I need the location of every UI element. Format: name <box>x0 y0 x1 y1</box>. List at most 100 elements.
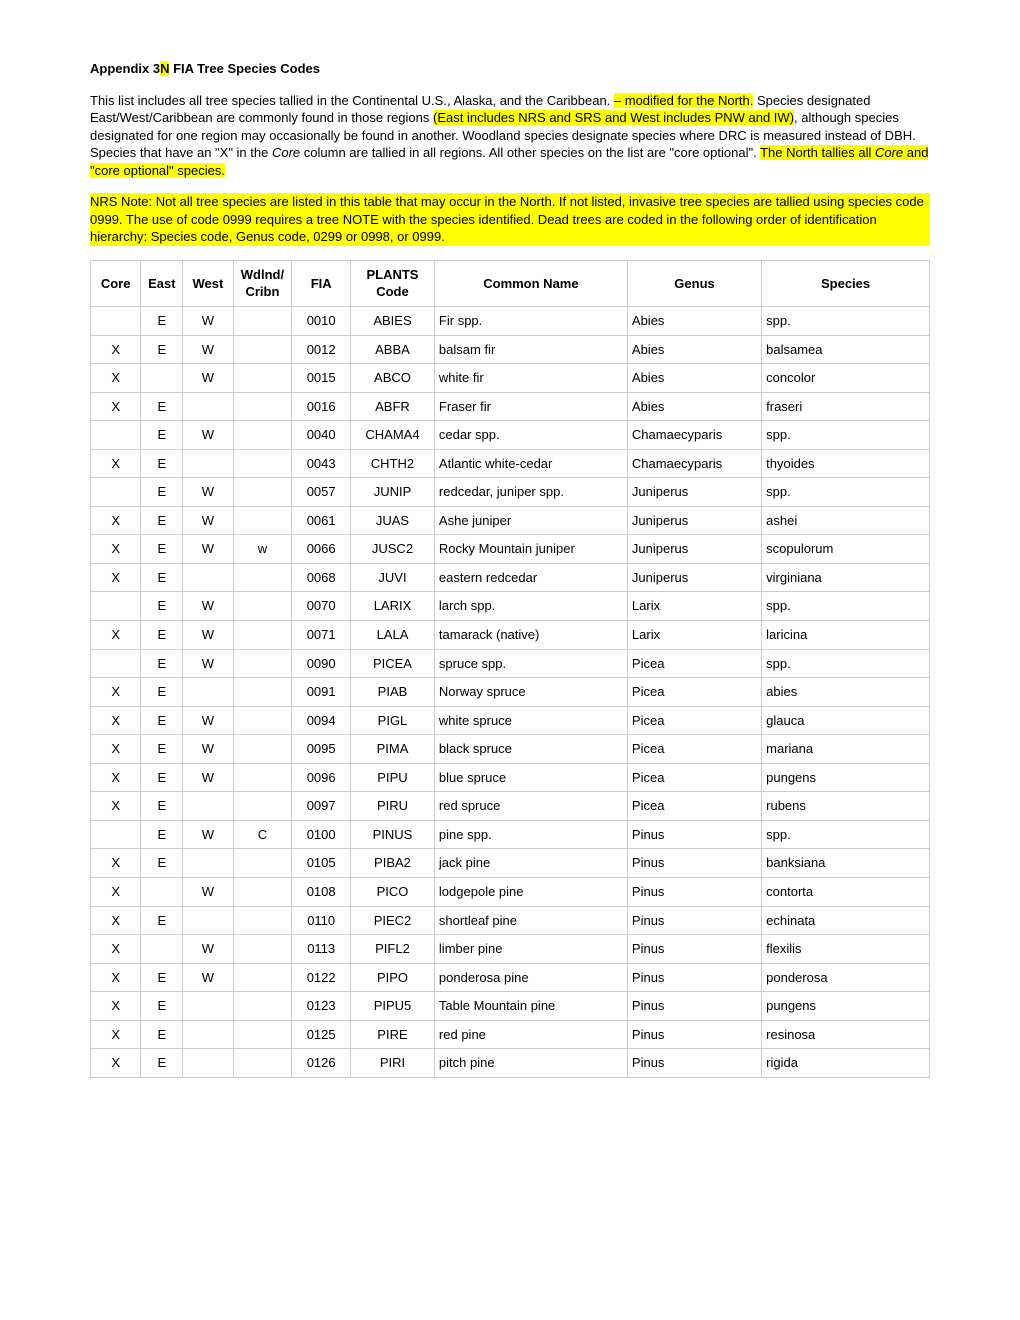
title-prefix: Appendix 3 <box>90 61 160 76</box>
table-row: XEW0095PIMAblack sprucePiceamariana <box>91 735 930 764</box>
table-cell: W <box>183 478 233 507</box>
table-cell: Abies <box>627 335 761 364</box>
table-cell: E <box>141 563 183 592</box>
table-cell <box>183 849 233 878</box>
table-cell: Pinus <box>627 820 761 849</box>
table-cell: X <box>91 535 141 564</box>
table-cell <box>183 992 233 1021</box>
table-cell: larch spp. <box>434 592 627 621</box>
table-cell: 0105 <box>292 849 351 878</box>
table-cell <box>233 877 292 906</box>
table-row: XEW0096PIPUblue sprucePiceapungens <box>91 763 930 792</box>
table-cell <box>233 592 292 621</box>
table-cell: Atlantic white-cedar <box>434 449 627 478</box>
col-header: Wdlnd/Cribn <box>233 260 292 306</box>
table-cell: PIPU5 <box>351 992 435 1021</box>
intro-hl-b: – modified for the North. <box>614 93 753 108</box>
table-cell: Pinus <box>627 1049 761 1078</box>
table-cell: Juniperus <box>627 506 761 535</box>
table-cell: E <box>141 392 183 421</box>
table-cell: PIEC2 <box>351 906 435 935</box>
table-cell: X <box>91 992 141 1021</box>
table-cell: 0095 <box>292 735 351 764</box>
table-cell <box>91 592 141 621</box>
table-cell: LARIX <box>351 592 435 621</box>
table-cell: W <box>183 935 233 964</box>
table-cell: E <box>141 706 183 735</box>
table-cell <box>233 421 292 450</box>
table-cell: 0108 <box>292 877 351 906</box>
table-cell: X <box>91 706 141 735</box>
col-header: Species <box>762 260 930 306</box>
table-cell: spp. <box>762 478 930 507</box>
table-cell: 0122 <box>292 963 351 992</box>
table-cell: W <box>183 621 233 650</box>
table-cell: Chamaecyparis <box>627 449 761 478</box>
table-row: XE0126PIRIpitch pinePinusrigida <box>91 1049 930 1078</box>
table-cell <box>141 877 183 906</box>
table-cell: Juniperus <box>627 478 761 507</box>
table-cell: ponderosa <box>762 963 930 992</box>
table-cell: PIPU <box>351 763 435 792</box>
table-cell: X <box>91 506 141 535</box>
col-header: Core <box>91 260 141 306</box>
table-cell: Picea <box>627 649 761 678</box>
table-cell <box>233 763 292 792</box>
table-cell: Fraser fir <box>434 392 627 421</box>
table-cell: abies <box>762 678 930 707</box>
table-cell <box>233 392 292 421</box>
table-cell <box>91 307 141 336</box>
table-cell: white spruce <box>434 706 627 735</box>
table-cell: Norway spruce <box>434 678 627 707</box>
table-row: XE0125PIREred pinePinusresinosa <box>91 1020 930 1049</box>
table-cell: 0043 <box>292 449 351 478</box>
table-cell: JUNIP <box>351 478 435 507</box>
table-cell: pungens <box>762 763 930 792</box>
table-row: XEWw0066JUSC2Rocky Mountain juniperJunip… <box>91 535 930 564</box>
table-cell <box>91 478 141 507</box>
table-cell: 0010 <box>292 307 351 336</box>
table-cell <box>233 963 292 992</box>
table-cell: Rocky Mountain juniper <box>434 535 627 564</box>
table-cell: shortleaf pine <box>434 906 627 935</box>
table-cell <box>183 792 233 821</box>
table-cell: fraseri <box>762 392 930 421</box>
table-cell: JUVI <box>351 563 435 592</box>
table-cell: E <box>141 449 183 478</box>
table-cell: red spruce <box>434 792 627 821</box>
table-cell: W <box>183 735 233 764</box>
table-cell <box>233 849 292 878</box>
table-cell <box>183 392 233 421</box>
table-cell: W <box>183 506 233 535</box>
table-cell <box>141 364 183 393</box>
table-cell: spp. <box>762 592 930 621</box>
table-cell: E <box>141 592 183 621</box>
table-cell: scopulorum <box>762 535 930 564</box>
table-cell: jack pine <box>434 849 627 878</box>
table-cell: PICO <box>351 877 435 906</box>
table-cell: tamarack (native) <box>434 621 627 650</box>
title-suffix: FIA Tree Species Codes <box>169 61 320 76</box>
table-row: XEW0012ABBAbalsam firAbiesbalsamea <box>91 335 930 364</box>
table-cell <box>233 1049 292 1078</box>
table-cell: W <box>183 706 233 735</box>
table-cell <box>233 449 292 478</box>
table-cell: PIRE <box>351 1020 435 1049</box>
table-cell <box>233 678 292 707</box>
table-cell: CHAMA4 <box>351 421 435 450</box>
table-cell: E <box>141 1049 183 1078</box>
table-cell: virginiana <box>762 563 930 592</box>
table-cell: balsamea <box>762 335 930 364</box>
nrs-note: NRS Note: Not all tree species are liste… <box>90 193 930 246</box>
table-row: EWC0100PINUSpine spp.Pinusspp. <box>91 820 930 849</box>
table-cell: Juniperus <box>627 563 761 592</box>
table-cell: Picea <box>627 678 761 707</box>
table-cell <box>183 563 233 592</box>
table-cell: 0070 <box>292 592 351 621</box>
table-cell: red pine <box>434 1020 627 1049</box>
table-row: XW0015ABCOwhite firAbiesconcolor <box>91 364 930 393</box>
table-row: XE0091PIABNorway sprucePiceaabies <box>91 678 930 707</box>
table-cell <box>183 1049 233 1078</box>
table-cell: CHTH2 <box>351 449 435 478</box>
table-cell: E <box>141 335 183 364</box>
